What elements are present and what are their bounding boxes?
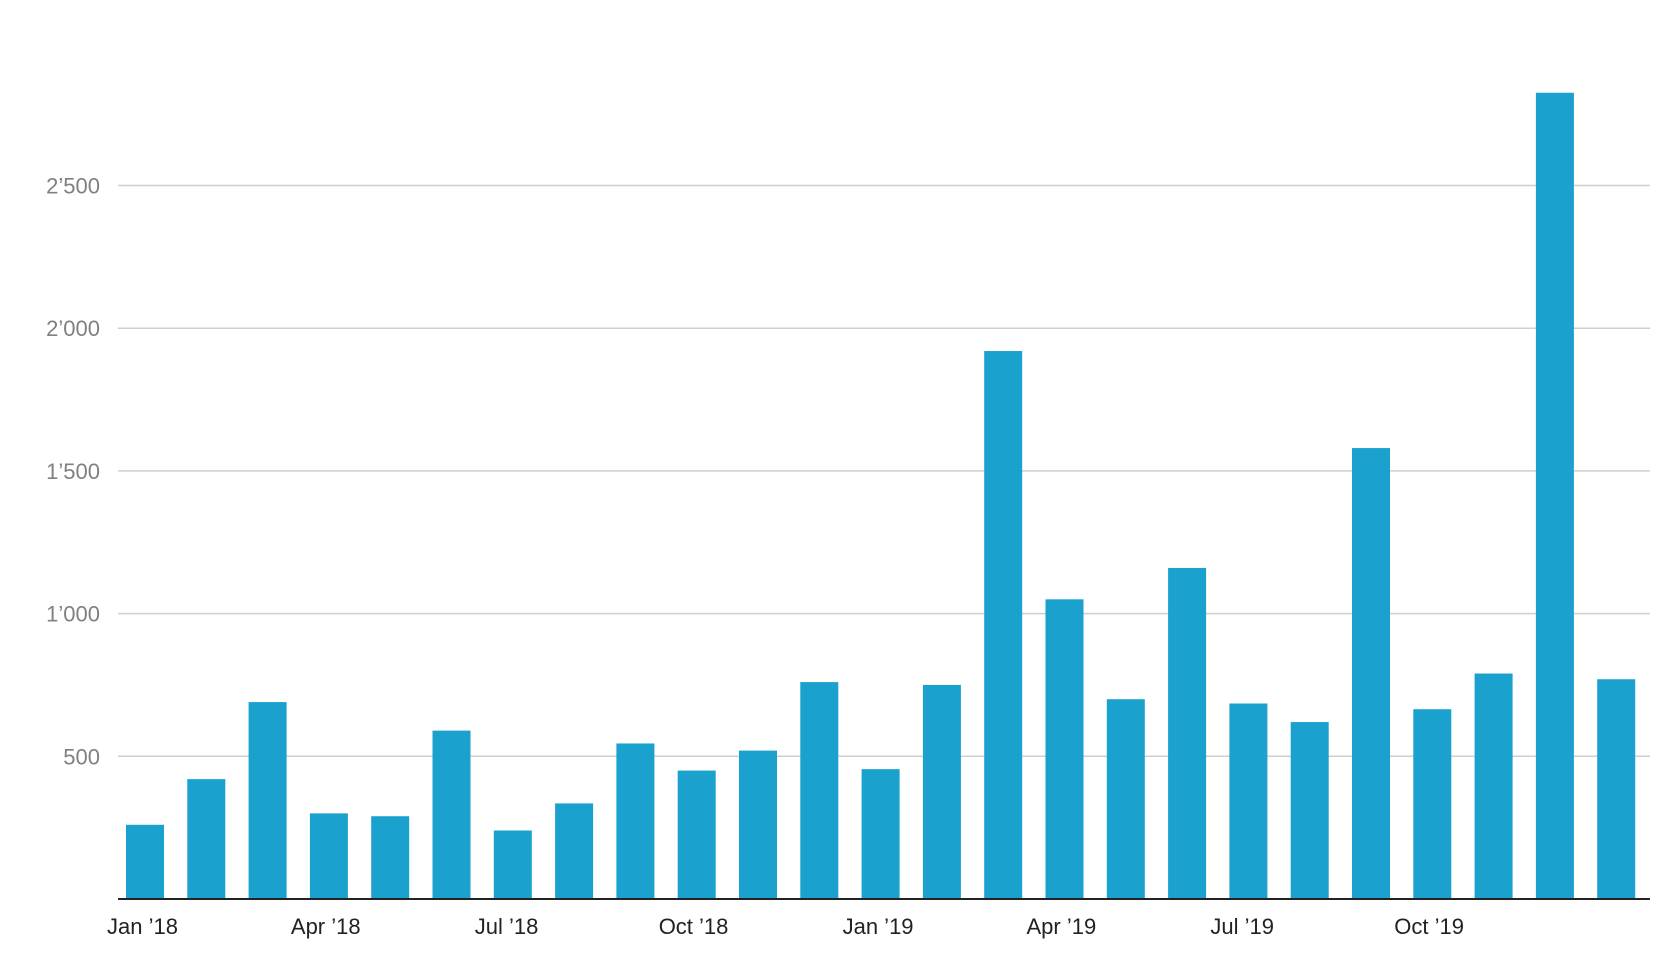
x-tick-label: Oct ’18	[659, 914, 729, 939]
y-tick-label: 500	[63, 744, 100, 769]
y-tick-label: 2’500	[46, 174, 100, 199]
bar	[493, 830, 532, 899]
bar	[800, 682, 839, 899]
bar	[1229, 703, 1268, 899]
bar	[616, 743, 655, 899]
bar	[187, 779, 226, 899]
x-tick-label: Jul ’18	[475, 914, 539, 939]
bar	[1168, 567, 1207, 899]
x-tick-label: Apr ’18	[291, 914, 361, 939]
y-tick-label: 2’000	[46, 316, 100, 341]
bar	[739, 750, 777, 899]
bar	[432, 730, 471, 899]
bar	[677, 770, 716, 899]
bar	[1474, 673, 1513, 899]
x-tick-label: Jul ’19	[1210, 914, 1274, 939]
x-axis-tick-labels: Jan ’18 Apr ’18 Jul ’18 Oct ’18 Jan ’19 Apr ’…	[107, 914, 1464, 939]
bar	[371, 816, 410, 899]
bar	[1352, 448, 1390, 899]
bar	[1535, 92, 1574, 900]
bar	[1045, 599, 1084, 899]
x-tick-label: Oct ’19	[1394, 914, 1464, 939]
bar	[1597, 679, 1636, 899]
bar	[309, 813, 348, 899]
y-tick-label: 1’000	[46, 602, 100, 627]
bar	[126, 824, 164, 899]
x-tick-label: Jan ’19	[843, 914, 914, 939]
y-tick-label: 1’500	[46, 459, 100, 484]
bar	[1106, 699, 1145, 899]
bar	[922, 684, 961, 899]
grid-lines	[118, 184, 1650, 758]
bar	[1413, 709, 1452, 899]
bar	[555, 803, 594, 899]
bar	[1290, 722, 1329, 899]
x-tick-label: Jan ’18	[107, 914, 178, 939]
bar	[984, 351, 1023, 900]
bar	[248, 702, 287, 899]
bar	[861, 769, 900, 899]
x-tick-label: Apr ’19	[1027, 914, 1097, 939]
y-axis-tick-labels: 500 1’000 1’500 2’000 2’500	[46, 174, 100, 770]
bars	[126, 92, 1636, 900]
